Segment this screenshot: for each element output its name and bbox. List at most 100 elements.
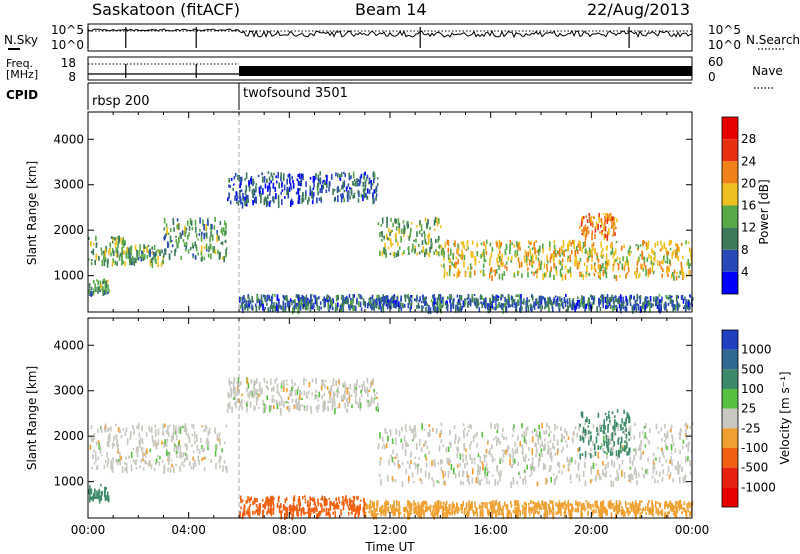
velocity-echo <box>594 451 597 457</box>
power-echo <box>277 301 280 307</box>
power-echo <box>269 306 272 313</box>
power-echo <box>269 298 271 302</box>
velocity-echo <box>610 480 612 487</box>
power-echo <box>500 302 503 308</box>
power-echo <box>681 267 684 275</box>
power-echo <box>666 257 669 265</box>
velocity-echo <box>462 470 465 474</box>
velocity-echo <box>690 502 692 508</box>
velocity-echo <box>281 380 283 386</box>
power-echo <box>449 298 451 304</box>
velocity-echo <box>247 393 249 397</box>
power-echo <box>655 299 657 307</box>
cpid-row: CPID rbsp 200 twofsound 3501 <box>6 82 692 110</box>
velocity-echo <box>98 488 101 491</box>
power-echo <box>203 223 205 231</box>
power-echo <box>216 230 218 233</box>
power-echo <box>681 294 684 299</box>
velocity-echo <box>332 392 335 399</box>
power-echo <box>509 243 511 251</box>
power-echo <box>250 179 252 185</box>
velocity-echo <box>496 437 499 441</box>
velocity-echo <box>595 463 597 466</box>
velocity-echo <box>500 470 502 477</box>
velocity-echo <box>276 401 279 404</box>
velocity-echo <box>400 438 403 443</box>
power-echo <box>589 302 591 308</box>
power-echo <box>92 243 95 246</box>
velocity-echo <box>470 424 472 430</box>
power-echo <box>234 195 236 201</box>
velocity-echo <box>304 512 306 515</box>
velocity-echo <box>166 444 168 447</box>
velocity-echo <box>246 377 249 385</box>
velocity-echo <box>440 466 443 472</box>
power-echo <box>494 306 496 311</box>
velocity-echo <box>607 435 610 441</box>
power-echo <box>344 297 346 304</box>
velocity-echo <box>169 467 172 473</box>
velocity-echo <box>286 383 289 386</box>
power-echo <box>352 294 354 301</box>
power-echo <box>641 255 644 260</box>
power-echo <box>551 253 554 258</box>
velocity-echo <box>463 510 466 515</box>
power-echo <box>404 295 406 298</box>
power-echo <box>295 191 298 195</box>
velocity-echo <box>411 503 413 508</box>
power-echo <box>142 250 144 258</box>
velocity-echo <box>398 505 401 512</box>
velocity-echo <box>631 460 634 467</box>
velocity-echo <box>595 474 597 481</box>
velocity-echo <box>471 477 474 484</box>
velocity-echo <box>604 425 606 430</box>
velocity-echo <box>548 448 550 453</box>
power-echo <box>489 270 492 274</box>
velocity-echo <box>687 456 689 462</box>
power-echo <box>559 252 561 255</box>
velocity-echo <box>582 434 584 438</box>
power-echo <box>578 260 581 265</box>
velocity-echo <box>584 422 586 426</box>
velocity-echo <box>557 462 559 466</box>
velocity-echo <box>609 438 612 445</box>
power-echo <box>465 248 468 251</box>
velocity-echo <box>179 445 182 453</box>
velocity-echo <box>408 475 410 482</box>
velocity-echo <box>405 430 408 433</box>
velocity-echo <box>689 511 692 516</box>
power-echo <box>558 304 561 309</box>
velocity-echo <box>241 393 243 397</box>
velocity-echo <box>193 431 196 436</box>
velocity-echo <box>310 408 313 414</box>
velocity-echo <box>272 395 275 398</box>
power-echo <box>410 299 412 303</box>
velocity-echo <box>205 442 208 445</box>
velocity-echo <box>341 501 343 506</box>
velocity-echo <box>473 457 476 462</box>
velocity-echo <box>358 402 361 408</box>
power-echo <box>686 304 689 310</box>
power-echo <box>610 304 612 309</box>
power-echo <box>521 273 523 279</box>
velocity-echo <box>95 497 97 500</box>
power-echo <box>104 280 107 288</box>
power-echo <box>151 251 153 254</box>
power-echo <box>441 247 444 252</box>
power-echo <box>100 284 102 289</box>
power-echo <box>410 303 412 307</box>
power-echo <box>676 254 678 259</box>
velocity-echo <box>552 500 554 508</box>
power-echo <box>210 253 212 260</box>
velocity-echo <box>366 377 369 384</box>
velocity-echo <box>413 462 416 465</box>
velocity-echo <box>440 501 442 507</box>
velocity-echo <box>434 462 436 467</box>
velocity-echo <box>314 502 316 507</box>
velocity-echo <box>225 466 227 470</box>
power-echo <box>337 172 339 178</box>
power-echo <box>536 274 538 279</box>
velocity-echo <box>320 498 322 501</box>
power-echo <box>497 260 499 267</box>
velocity-echo <box>651 502 653 508</box>
